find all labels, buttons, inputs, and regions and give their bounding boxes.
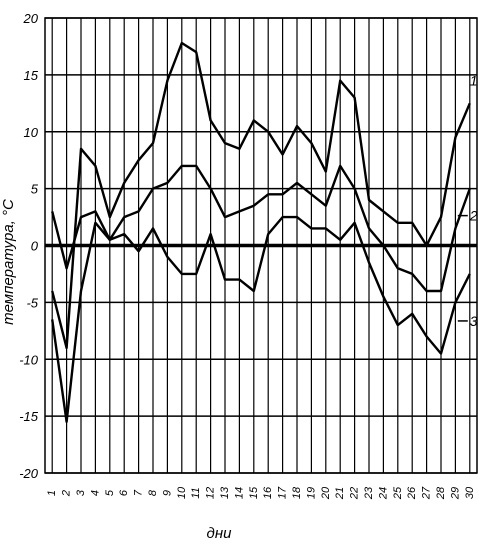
- x-tick-label: 16: [262, 486, 274, 499]
- x-tick-label: 22: [349, 487, 361, 500]
- x-tick-label: 26: [406, 486, 418, 500]
- x-tick-label: 29: [449, 487, 461, 500]
- y-tick-label: -5: [26, 295, 38, 310]
- y-axis-title: температура, °C: [0, 199, 17, 325]
- series-line-3: [51, 215, 471, 423]
- series-label-3: 3: [470, 313, 478, 329]
- x-tick-label: 27: [421, 486, 433, 500]
- x-tick-label: 13: [219, 486, 231, 499]
- x-axis-title: дни: [207, 525, 233, 542]
- x-tick-label: 2: [61, 490, 73, 497]
- x-tick-label: 20: [320, 486, 332, 500]
- x-tick-label: 28: [435, 486, 447, 500]
- y-tick-label: 10: [24, 125, 39, 140]
- x-tick-label: 14: [233, 487, 245, 499]
- series-label-2: 2: [469, 208, 478, 224]
- x-tick-label: 25: [392, 486, 404, 500]
- x-tick-label: 3: [75, 489, 87, 496]
- y-tick-label: -20: [19, 466, 39, 481]
- x-tick-label: 11: [190, 487, 202, 498]
- x-tick-label: 24: [377, 487, 389, 500]
- x-tick-label: 12: [205, 487, 217, 499]
- x-tick-label: 18: [291, 486, 303, 499]
- x-tick-label: 7: [133, 489, 145, 496]
- y-tick-label: -10: [19, 352, 39, 367]
- x-tick-label: 23: [363, 486, 375, 500]
- y-tick-label: 0: [31, 239, 39, 254]
- x-tick-label: 30: [464, 486, 476, 499]
- series-line-1: [51, 41, 471, 350]
- x-tick-label: 6: [118, 489, 130, 496]
- y-tick-label: 15: [24, 68, 39, 83]
- series-line-2: [51, 164, 471, 293]
- x-tick-label: 21: [334, 487, 346, 500]
- x-tick-label: 8: [147, 489, 159, 496]
- x-tick-label: 10: [176, 486, 188, 499]
- x-tick-label: 15: [248, 486, 260, 499]
- y-tick-label: 20: [23, 11, 39, 26]
- plot-frame: [44, 17, 478, 474]
- x-tick-label: 1: [46, 490, 58, 496]
- x-tick-label: 5: [104, 489, 116, 496]
- series-label-1: 1: [470, 72, 478, 88]
- axes: [44, 17, 478, 474]
- x-tick-label: 17: [277, 486, 289, 499]
- x-tick-label: 4: [89, 490, 101, 496]
- x-tick-label: 9: [161, 490, 173, 496]
- series-lines: [51, 41, 471, 423]
- grid: [45, 17, 477, 474]
- x-tick-label: 19: [305, 487, 317, 499]
- y-tick-label: 5: [31, 182, 39, 197]
- y-tick-label: -15: [19, 409, 39, 424]
